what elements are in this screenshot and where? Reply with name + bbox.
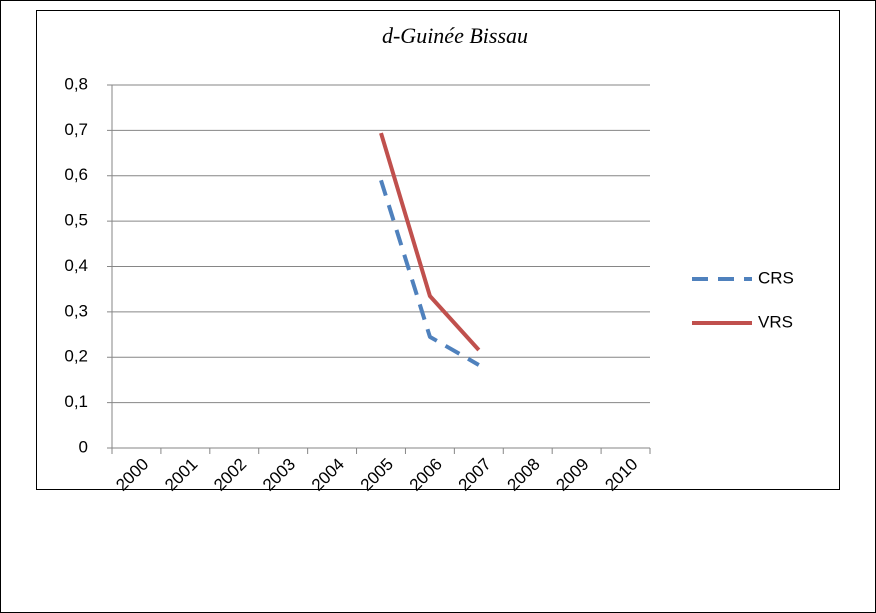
legend-label: VRS [758, 312, 793, 331]
y-tick-label: 0,1 [64, 392, 88, 411]
y-tick-label: 0 [79, 437, 88, 456]
y-tick-label: 0,5 [64, 211, 88, 230]
chart-title: d-Guinée Bissau [382, 23, 528, 48]
y-tick-label: 0,3 [64, 301, 88, 320]
chart-border [36, 10, 840, 490]
data-line [379, 132, 481, 352]
legend-label: CRS [758, 268, 794, 287]
data-line [379, 179, 480, 367]
y-tick-label: 0,8 [64, 74, 88, 93]
y-tick-label: 0,6 [64, 165, 88, 184]
y-tick-label: 0,7 [64, 120, 88, 139]
y-tick-label: 0,2 [64, 347, 88, 366]
y-tick-label: 0,4 [64, 256, 88, 275]
